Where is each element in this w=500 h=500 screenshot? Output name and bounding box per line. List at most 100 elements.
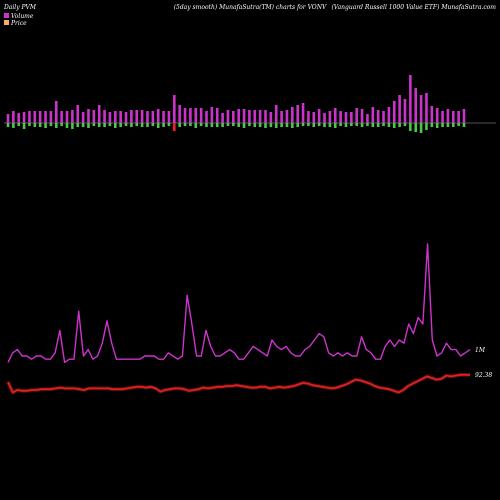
volume-bar-up xyxy=(242,109,246,123)
volume-bar-up xyxy=(113,111,117,123)
volume-bar-down xyxy=(446,123,450,127)
volume-bar-up xyxy=(237,109,240,123)
volume-bar-down xyxy=(76,123,80,127)
volume-bar-up xyxy=(140,110,144,123)
volume-bar-up xyxy=(178,105,181,123)
volume-bar-up xyxy=(22,112,26,123)
volume-bar-down xyxy=(280,123,283,127)
volume-bar-up xyxy=(441,111,444,123)
volume-bar-up xyxy=(376,110,380,123)
volume-bar-down xyxy=(269,123,273,127)
volume-bar-down xyxy=(167,123,171,126)
volume-bar-up xyxy=(269,112,273,123)
volume-bar-up xyxy=(54,101,58,123)
volume-bar-down xyxy=(414,123,418,132)
volume-bar-down xyxy=(140,123,144,127)
volume-bar-down xyxy=(151,123,155,126)
volume-bar-down xyxy=(6,123,10,127)
volume-bar-down xyxy=(103,123,106,127)
volume-bar-up xyxy=(44,111,47,123)
volume-bar-up xyxy=(33,111,37,123)
volume-bar-up xyxy=(457,111,460,123)
volume-bar-down xyxy=(108,123,112,126)
legend-swatch-price xyxy=(4,20,9,25)
volume-bar-up xyxy=(339,111,342,123)
volume-bar-down xyxy=(130,123,133,127)
legend-swatch-volume xyxy=(4,13,9,18)
volume-bar-up xyxy=(398,95,401,123)
volume-bar-down xyxy=(22,123,26,129)
volume-bar-down xyxy=(221,123,224,127)
volume-bar-down xyxy=(333,123,337,128)
volume-bar-down xyxy=(419,123,423,133)
price-line-group xyxy=(6,372,471,395)
volume-bar-up xyxy=(162,111,165,123)
volume-bar-down xyxy=(398,123,401,127)
volume-bar-down xyxy=(113,123,117,128)
volume-bar-up xyxy=(199,108,203,123)
volume-bar-up xyxy=(382,111,385,123)
volume-bar-up xyxy=(210,107,214,123)
volume-bar-up xyxy=(350,112,353,123)
volume-bar-up xyxy=(333,108,337,123)
volume-bar-down xyxy=(28,123,31,126)
chart-header-left: Daily PVM xyxy=(3,4,37,11)
volume-bar-up xyxy=(387,107,391,123)
volume-bars xyxy=(6,75,466,133)
volume-bar-down xyxy=(403,123,407,126)
volume-bar-up xyxy=(371,107,375,123)
volume-bar-down xyxy=(242,123,246,128)
volume-bar-down xyxy=(135,123,139,126)
volume-bar-down xyxy=(307,123,310,126)
volume-bar-up xyxy=(280,111,283,123)
chart-header-center: (5day smooth) MunafaSutra(TM) charts for… xyxy=(174,4,327,11)
volume-bar-down xyxy=(430,123,434,127)
volume-bar-down xyxy=(12,123,15,128)
volume-bar-up xyxy=(392,101,396,123)
volume-bar-up xyxy=(189,108,192,123)
volume-bar-up xyxy=(366,114,369,123)
volume-bar-up xyxy=(253,110,257,123)
volume-bar-up xyxy=(435,108,439,123)
volume-bar-down xyxy=(387,123,391,127)
volume-bar-down xyxy=(49,123,53,126)
volume-bar-down xyxy=(54,123,58,128)
volume-bar-up xyxy=(194,108,198,123)
volume-bar-up xyxy=(49,111,53,123)
volume-bar-down xyxy=(350,123,353,126)
volume-bar-up xyxy=(355,108,359,123)
volume-bar-up xyxy=(6,114,10,123)
volume-bar-down xyxy=(264,123,267,128)
volume-bar-down xyxy=(194,123,198,128)
volume-bar-up xyxy=(28,111,31,123)
volume-bar-up xyxy=(274,105,278,123)
volume-bar-up xyxy=(403,99,407,123)
volume-bar-up xyxy=(360,109,364,123)
volume-bar-up xyxy=(414,88,418,123)
volume-bar-up xyxy=(151,111,155,123)
volume-bar-up xyxy=(87,109,90,123)
volume-bar-down xyxy=(409,123,412,131)
volume-bar-up xyxy=(130,110,133,123)
volume-bar-up xyxy=(312,112,316,123)
volume-line-group xyxy=(7,243,471,364)
price-line-glow xyxy=(6,372,471,395)
volume-bar-down xyxy=(291,123,294,128)
volume-bar-down xyxy=(425,123,428,130)
volume-bar-up xyxy=(344,112,348,123)
volume-bar-up xyxy=(17,113,21,123)
volume-bar-down xyxy=(226,123,230,126)
volume-bar-up xyxy=(446,109,450,123)
volume-bar-up xyxy=(81,112,85,123)
volume-bar-down xyxy=(97,123,101,127)
volume-bar-up xyxy=(135,110,139,123)
volume-end-label: 1M xyxy=(475,347,486,354)
volume-bar-up xyxy=(103,110,106,123)
volume-bar-down xyxy=(92,123,96,126)
volume-bar-down xyxy=(285,123,289,127)
volume-bar-up xyxy=(65,111,69,123)
volume-bar-down xyxy=(366,123,369,126)
volume-bar-up xyxy=(430,106,434,123)
volume-bar-up xyxy=(258,110,262,123)
